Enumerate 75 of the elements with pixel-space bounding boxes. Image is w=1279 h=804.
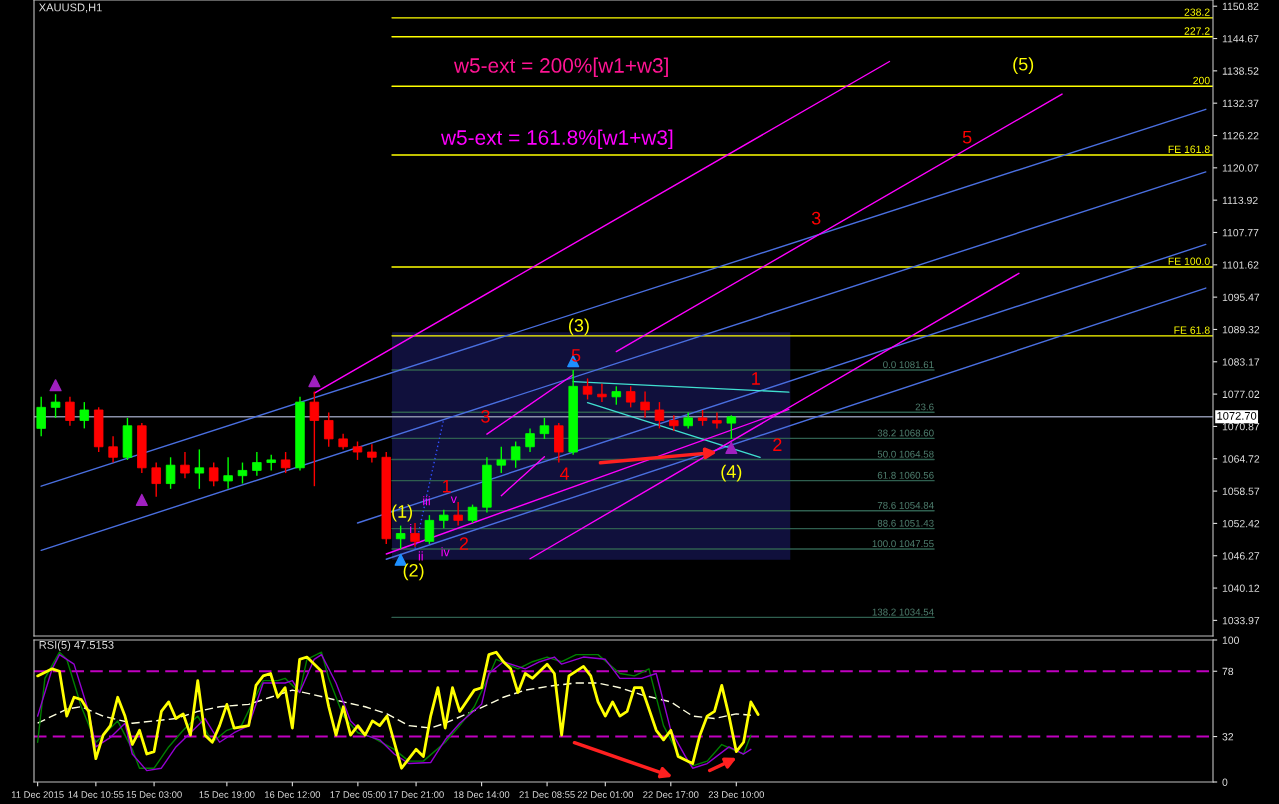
x-tick-label: 17 Dec 05:00 xyxy=(330,791,386,798)
ref-line-label: 61.8 1060.56 xyxy=(877,471,934,479)
ref-line-label: 138.2 1034.54 xyxy=(872,608,934,616)
annotation: ii xyxy=(418,551,423,561)
y-tick-label: 1126.22 xyxy=(1222,132,1259,140)
y-tick-label: 1120.07 xyxy=(1222,164,1259,172)
y-tick-label: 0 xyxy=(1222,778,1228,786)
annotation: v xyxy=(450,496,457,504)
y-tick-label: 1033.97 xyxy=(1222,616,1260,625)
ref-line-label: 88.6 1051.43 xyxy=(877,519,934,527)
annotation: 4 xyxy=(559,467,570,480)
y-tick-label: 1150.82 xyxy=(1222,2,1259,11)
x-tick-label: 17 Dec 21:00 xyxy=(388,791,444,798)
annotation: i xyxy=(410,524,412,534)
ref-line-label: 100.0 1047.55 xyxy=(872,540,934,548)
y-tick-label: 1064.72 xyxy=(1222,455,1260,463)
annotation: iii xyxy=(423,496,430,506)
annotation: 3 xyxy=(811,211,821,225)
y-tick-label: 1046.27 xyxy=(1222,552,1260,560)
ref-line-label: FE 100.0 xyxy=(1168,257,1210,265)
x-tick-label: 11 Dec 2015 xyxy=(11,791,64,798)
annotation: 2 xyxy=(773,438,782,451)
annotation: 3 xyxy=(481,409,490,423)
y-tick-label: 1095.47 xyxy=(1222,293,1260,302)
ref-line-label: 78.6 1054.84 xyxy=(877,501,934,509)
x-tick-label: 14 Dec 10:55 xyxy=(68,791,124,798)
annotation: 1 xyxy=(443,480,451,493)
annotation: 5 xyxy=(962,131,972,144)
ref-line-label: 38.2 1068.60 xyxy=(877,429,934,437)
x-tick-label: 22 Dec 01:00 xyxy=(577,791,634,798)
annotation: (4) xyxy=(721,464,742,482)
annotation: (1) xyxy=(392,504,412,522)
annotation: 5 xyxy=(571,349,581,362)
ref-line-label: FE 161.8 xyxy=(1168,145,1210,153)
y-tick-label: 1113.92 xyxy=(1222,196,1258,205)
annotation: 2 xyxy=(459,537,469,550)
chart-title: XAUUSD,H1 xyxy=(38,3,102,13)
y-tick-label: 1107.77 xyxy=(1222,228,1259,237)
y-tick-label: 32 xyxy=(1222,733,1234,741)
y-tick-label: 78 xyxy=(1222,667,1234,676)
x-tick-label: 21 Dec 08:55 xyxy=(519,791,575,798)
y-tick-label: 1083.17 xyxy=(1222,358,1260,366)
annotation: w5-ext = 200%[w1+w3] xyxy=(453,57,668,77)
y-tick-label: 1058.57 xyxy=(1222,487,1260,495)
annotation: (2) xyxy=(403,563,424,581)
y-tick-label: 1138.52 xyxy=(1222,67,1259,75)
y-tick-label: 1040.12 xyxy=(1222,584,1260,592)
y-tick-label: 1089.32 xyxy=(1222,325,1260,334)
x-tick-label: 15 Dec 19:00 xyxy=(199,791,255,798)
x-tick-label: 23 Dec 10:00 xyxy=(708,791,765,798)
x-tick-label: 18 Dec 14:00 xyxy=(454,791,510,798)
x-tick-label: 16 Dec 12:00 xyxy=(264,791,321,798)
x-tick-label: 22 Dec 17:00 xyxy=(643,791,699,798)
annotation: (5) xyxy=(1013,57,1034,75)
y-tick-label: 100 xyxy=(1222,636,1239,644)
y-tick-label: 1070.87 xyxy=(1222,422,1260,431)
y-tick-label: 1101.62 xyxy=(1222,261,1259,269)
chart-title: RSI(5) 47.5153 xyxy=(39,640,114,652)
ref-line-label: FE 61.8 xyxy=(1174,326,1210,334)
annotation: 238.2 xyxy=(1184,8,1210,16)
annotation: w5-ext = 161.8%[w1+w3] xyxy=(440,129,673,149)
ref-line-label: 50.0 1064.58 xyxy=(877,450,934,458)
ref-line-label: 1072.70 xyxy=(1217,411,1257,420)
y-tick-label: 1077.02 xyxy=(1222,390,1260,398)
y-tick-label: 1132.37 xyxy=(1222,99,1259,108)
annotation: 1 xyxy=(752,372,760,385)
x-tick-label: 15 Dec 03:00 xyxy=(126,791,182,798)
y-tick-label: 1052.42 xyxy=(1222,519,1260,528)
y-tick-label: 1144.67 xyxy=(1222,35,1259,43)
ref-line-label: 0.0 1081.61 xyxy=(883,361,934,369)
annotation: (3) xyxy=(569,318,589,336)
annotation: 23.6 xyxy=(915,403,934,411)
annotation: 227.2 xyxy=(1184,27,1210,35)
annotation: 200 xyxy=(1193,76,1210,85)
annotation: iv xyxy=(441,547,450,557)
